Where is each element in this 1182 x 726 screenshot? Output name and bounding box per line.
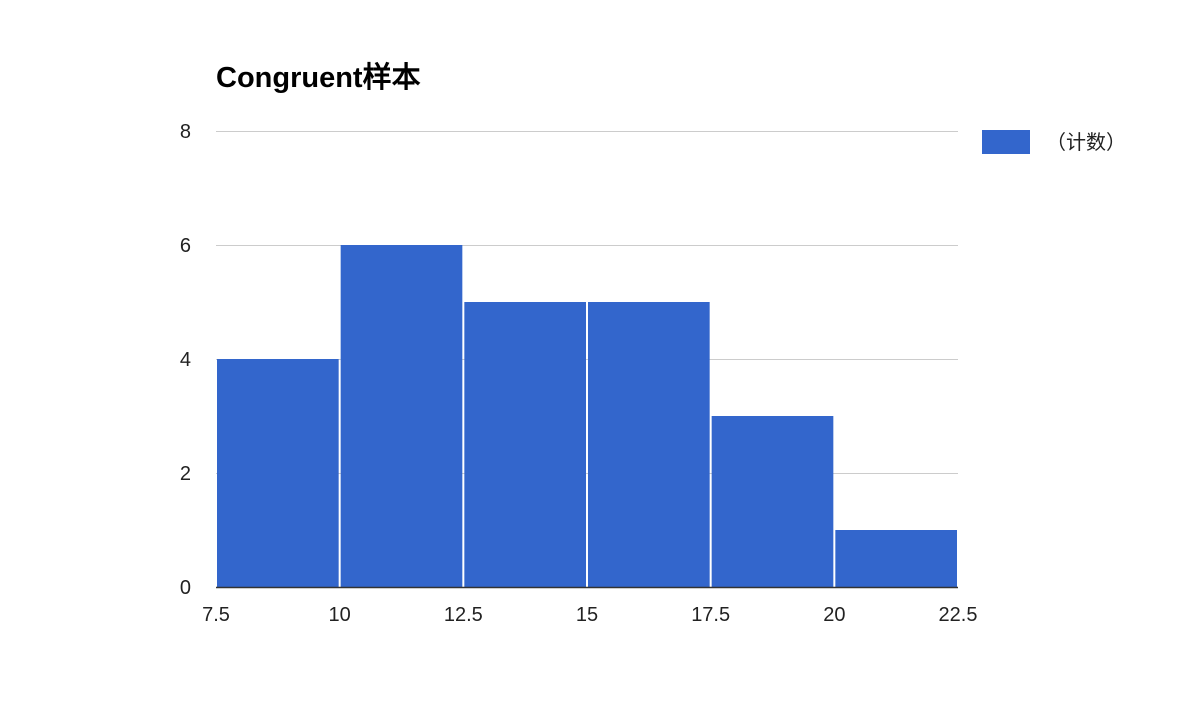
histogram-bar-3 bbox=[588, 302, 710, 587]
y-tick-label-6: 6 bbox=[180, 235, 191, 257]
y-tick-label-4: 4 bbox=[180, 349, 191, 371]
x-tick-label-22-5: 22.5 bbox=[939, 604, 978, 626]
legend-swatch bbox=[982, 130, 1030, 154]
y-tick-label-2: 2 bbox=[180, 463, 191, 485]
x-tick-label-15: 15 bbox=[576, 604, 598, 626]
y-tick-label-0: 0 bbox=[180, 577, 191, 599]
x-tick-label-12-5: 12.5 bbox=[444, 604, 483, 626]
x-tick-label-7-5: 7.5 bbox=[202, 604, 230, 626]
legend-label: （计数） bbox=[1046, 130, 1126, 154]
x-tick-label-17-5: 17.5 bbox=[691, 604, 730, 626]
y-axis-tick-labels: 0 2 4 6 8 bbox=[180, 121, 191, 599]
histogram-bar-0 bbox=[217, 359, 339, 587]
x-tick-label-20: 20 bbox=[823, 604, 845, 626]
histogram-bar-5 bbox=[835, 530, 957, 587]
x-tick-label-10: 10 bbox=[329, 604, 351, 626]
x-axis-tick-labels: 7.5 10 12.5 15 17.5 20 22.5 bbox=[202, 604, 977, 626]
histogram-bar-4 bbox=[711, 416, 834, 587]
histogram-bar-1 bbox=[340, 245, 463, 587]
grid-lines bbox=[216, 131, 958, 474]
histogram-bar-2 bbox=[464, 302, 586, 587]
chart-title: Congruent样本 bbox=[216, 60, 421, 94]
histogram-bars bbox=[217, 245, 957, 587]
y-tick-label-8: 8 bbox=[180, 121, 191, 143]
legend: （计数） bbox=[982, 130, 1126, 154]
